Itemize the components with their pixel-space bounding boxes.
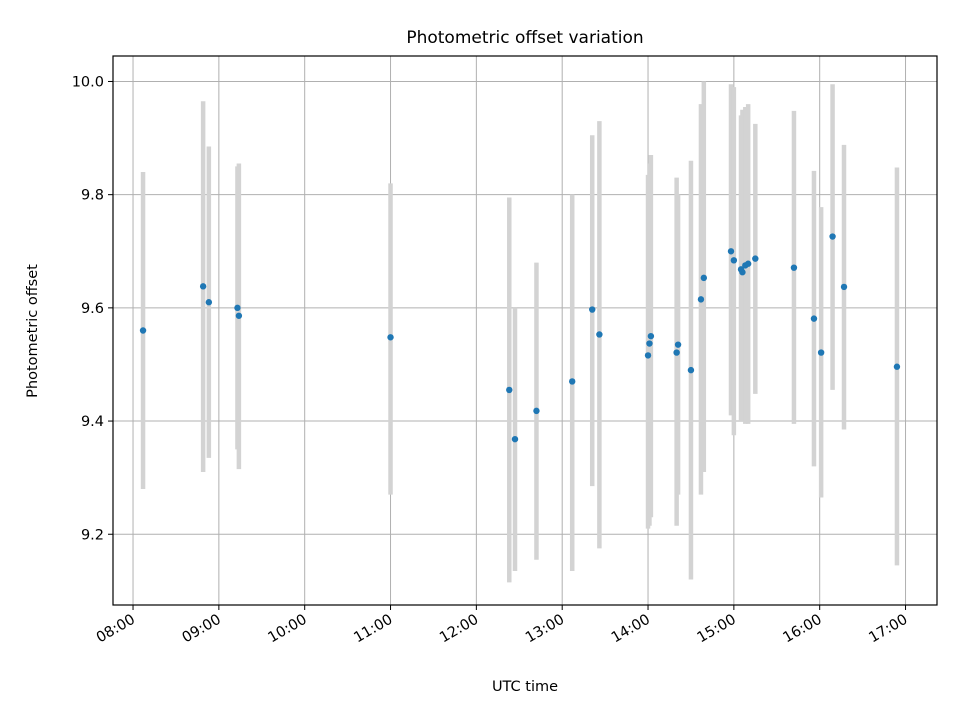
x-tick-label: 11:00 [351, 612, 395, 647]
data-point [810, 315, 818, 322]
chart-title: Photometric offset variation [406, 28, 643, 48]
data-point [727, 248, 735, 255]
data-point [199, 283, 207, 290]
data-point [893, 363, 901, 370]
data-point [596, 331, 603, 338]
data-point [790, 264, 798, 271]
y-axis-label: Photometric offset [25, 264, 41, 398]
data-point [817, 349, 825, 356]
grid-lines [113, 56, 937, 605]
x-axis-label: UTC time [492, 679, 558, 695]
data-point [697, 296, 705, 303]
data-point [387, 334, 394, 341]
data-point [235, 312, 243, 319]
data-points [139, 233, 901, 443]
y-tick-label: 9.2 [81, 527, 104, 543]
y-tick-label: 10.0 [72, 74, 104, 90]
data-point [647, 332, 655, 340]
x-tick-label: 17:00 [866, 612, 910, 647]
data-point [589, 306, 596, 313]
data-point [744, 260, 752, 267]
data-point [205, 299, 213, 306]
data-point [646, 340, 653, 347]
data-point [730, 257, 738, 264]
y-tick-label: 9.4 [81, 414, 104, 430]
plot-frame [112, 55, 938, 606]
x-tick-label: 12:00 [437, 612, 481, 647]
x-tick-label: 15:00 [695, 612, 739, 647]
data-point [673, 349, 680, 356]
data-point [569, 378, 576, 385]
x-tick-label: 14:00 [609, 612, 653, 647]
error-bars [140, 81, 900, 583]
data-point [511, 435, 519, 443]
data-point [687, 366, 695, 374]
data-point [234, 304, 241, 312]
data-point [840, 283, 848, 291]
data-point [644, 352, 652, 359]
y-tick-label: 9.8 [81, 188, 104, 204]
data-point [752, 255, 759, 262]
data-point [506, 386, 513, 394]
x-tick-label: 13:00 [523, 612, 567, 647]
data-point [829, 233, 836, 240]
x-tick-label: 16:00 [780, 612, 824, 647]
y-tick-label: 9.6 [81, 301, 104, 317]
data-point [739, 269, 746, 276]
data-point [139, 327, 147, 334]
axis-ticks: 08:00 09:00 10:00 11:00 12:00 13:00 14:00 15:00… [72, 74, 911, 646]
x-tick-label: 09:00 [180, 612, 224, 647]
x-tick-label: 08:00 [94, 612, 138, 647]
data-point [700, 274, 708, 282]
x-tick-label: 10:00 [265, 612, 309, 647]
data-point [533, 407, 540, 415]
data-point [674, 341, 682, 348]
